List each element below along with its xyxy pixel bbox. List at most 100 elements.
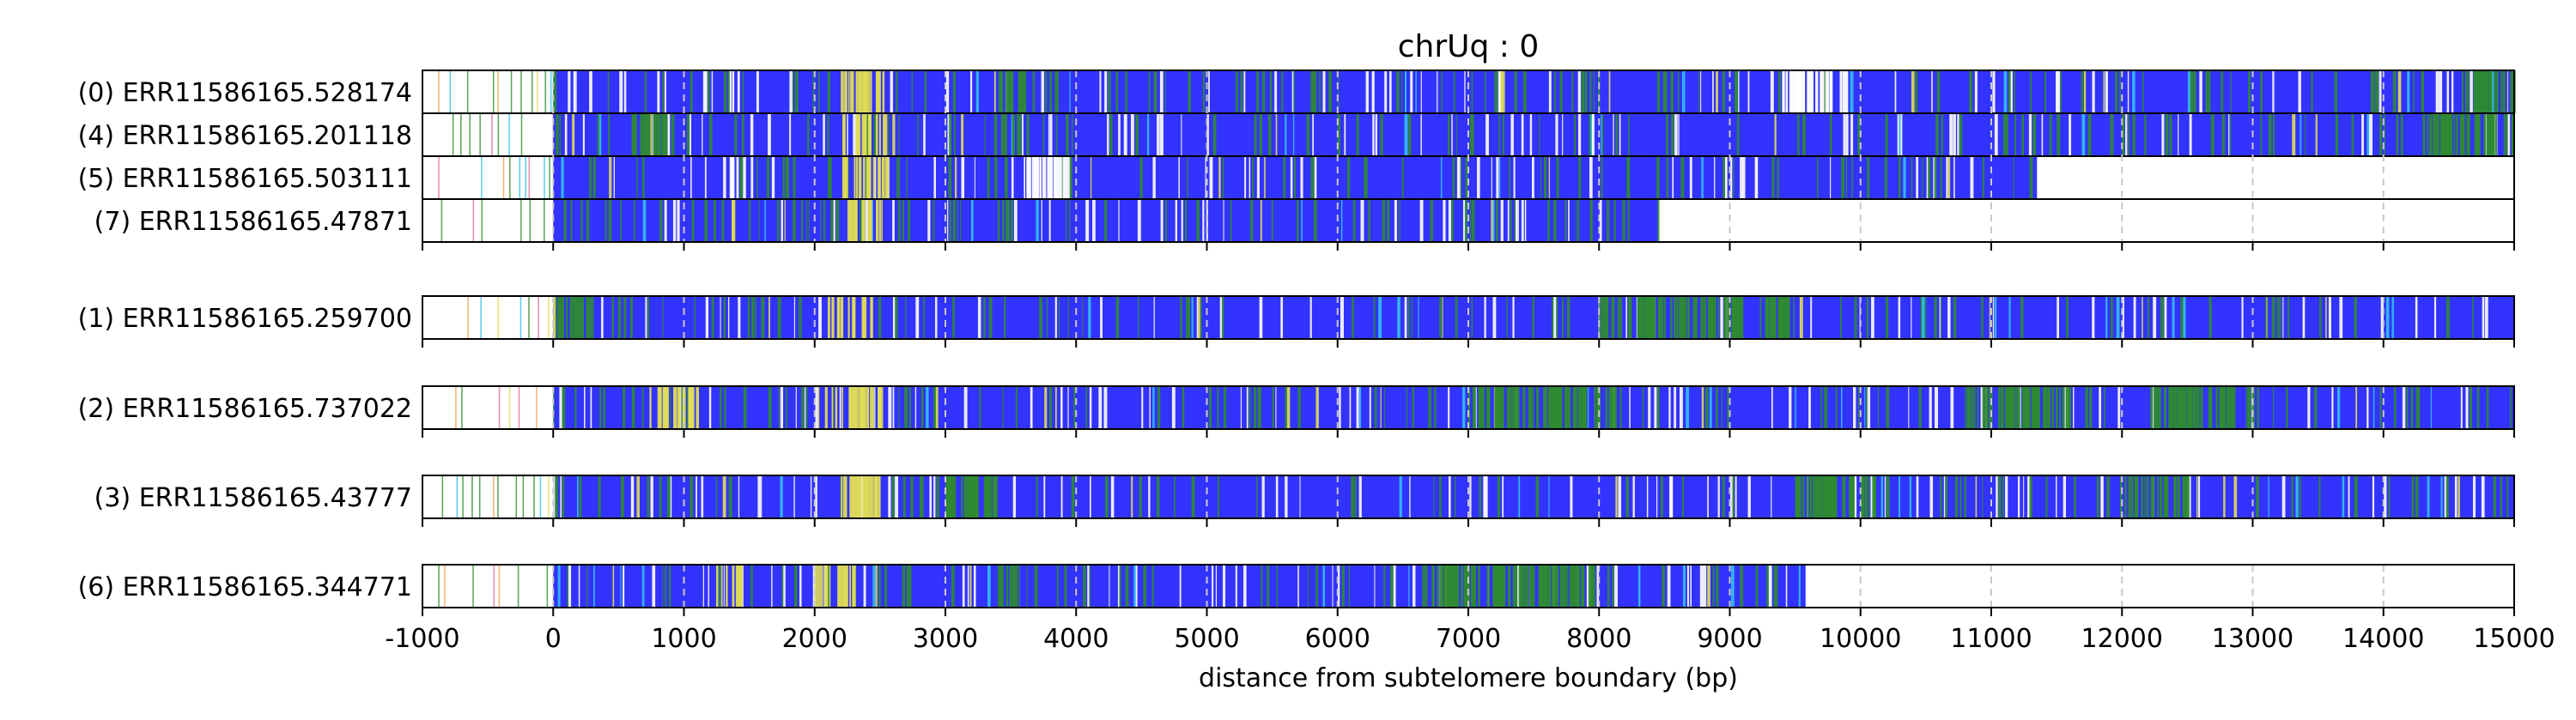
read-mark (1615, 113, 1618, 156)
feature-mark (855, 113, 860, 156)
read-mark (2122, 296, 2124, 339)
read-mark (563, 199, 567, 242)
feature-mark (993, 475, 997, 518)
read-mark (1026, 113, 1030, 156)
read-mark (1406, 386, 1407, 429)
read-mark (1054, 70, 1059, 113)
read-mark (1599, 199, 1602, 242)
read-mark (1564, 199, 1567, 242)
feature-mark (861, 296, 865, 339)
read-mark (479, 113, 481, 156)
read-mark (1217, 386, 1219, 429)
read-mark (1152, 156, 1156, 199)
read-mark (1044, 386, 1048, 429)
read-mark (1300, 156, 1303, 199)
x-tick-label: 14000 (2342, 624, 2424, 654)
read-mark (1131, 475, 1133, 518)
feature-mark (1735, 296, 1739, 339)
feature-mark (1825, 70, 1830, 113)
read-mark (1539, 113, 1540, 156)
read-mark (1399, 199, 1400, 242)
feature-mark (647, 113, 651, 156)
read-mark (1337, 565, 1340, 608)
read-mark (1535, 475, 1540, 518)
feature-mark (1515, 565, 1518, 608)
feature-mark (1820, 475, 1823, 518)
read-mark (2172, 296, 2175, 339)
read-mark (1507, 199, 1510, 242)
read-mark (644, 70, 647, 113)
feature-mark (1822, 475, 1826, 518)
read-mark (589, 156, 592, 199)
feature-mark (1036, 156, 1040, 199)
read-mark (461, 70, 464, 113)
read-mark (664, 70, 666, 113)
feature-mark (560, 296, 562, 339)
feature-mark (2192, 386, 2196, 429)
read-mark (723, 565, 725, 608)
read-mark (1926, 156, 1929, 199)
read-mark (1085, 199, 1090, 242)
read-mark (2415, 296, 2418, 339)
read-mark (847, 113, 848, 156)
feature-mark (569, 296, 574, 339)
read-mark (1492, 199, 1495, 242)
feature-mark (647, 113, 648, 156)
feature-mark (1605, 296, 1608, 339)
feature-mark (1529, 386, 1533, 429)
feature-mark (1712, 296, 1716, 339)
feature-mark (852, 475, 855, 518)
read-mark (1045, 70, 1048, 113)
read-mark (456, 475, 459, 518)
read-mark (1732, 475, 1735, 518)
read-mark (749, 199, 751, 242)
read-mark (1992, 70, 1996, 113)
read-mark (1337, 113, 1340, 156)
read-mark (538, 296, 539, 339)
feature-mark (1561, 565, 1564, 608)
feature-mark (2476, 70, 2480, 113)
read-mark (2406, 386, 2409, 429)
read-mark (528, 296, 530, 339)
feature-mark (865, 296, 867, 339)
read-mark (1089, 386, 1092, 429)
read-mark (1735, 70, 1739, 113)
read-mark (2008, 296, 2011, 339)
read-mark (1404, 296, 1407, 339)
read-mark (1310, 156, 1315, 199)
read-mark (466, 70, 469, 113)
read-mark (873, 113, 877, 156)
read-mark (2445, 475, 2449, 518)
read-mark (498, 386, 501, 429)
read-mark (952, 296, 955, 339)
read-mark (1196, 296, 1199, 339)
feature-mark (2502, 70, 2506, 113)
read-mark (1243, 70, 1246, 113)
read-mark (1577, 199, 1580, 242)
read-mark (969, 565, 972, 608)
read-mark (2190, 70, 2194, 113)
read-mark (951, 565, 955, 608)
feature-mark (732, 199, 735, 242)
read-mark (480, 296, 482, 339)
read-mark (1975, 475, 1978, 518)
read-mark (1261, 565, 1263, 608)
read-mark (1462, 199, 1466, 242)
read-mark (724, 70, 727, 113)
read-mark (2183, 296, 2186, 339)
read-mark (2451, 70, 2454, 113)
read-mark (914, 386, 917, 429)
feature-mark (1680, 296, 1683, 339)
read-mark (1756, 156, 1758, 199)
read-mark (520, 113, 523, 156)
read-mark (1994, 113, 1998, 156)
feature-mark (866, 475, 867, 518)
feature-mark (2184, 475, 2188, 518)
read-mark (690, 113, 691, 156)
read-mark (1430, 199, 1433, 242)
feature-mark (657, 113, 659, 156)
read-mark (2454, 475, 2458, 518)
feature-mark (1783, 296, 1787, 339)
read-mark (1313, 70, 1317, 113)
feature-mark (1499, 565, 1503, 608)
